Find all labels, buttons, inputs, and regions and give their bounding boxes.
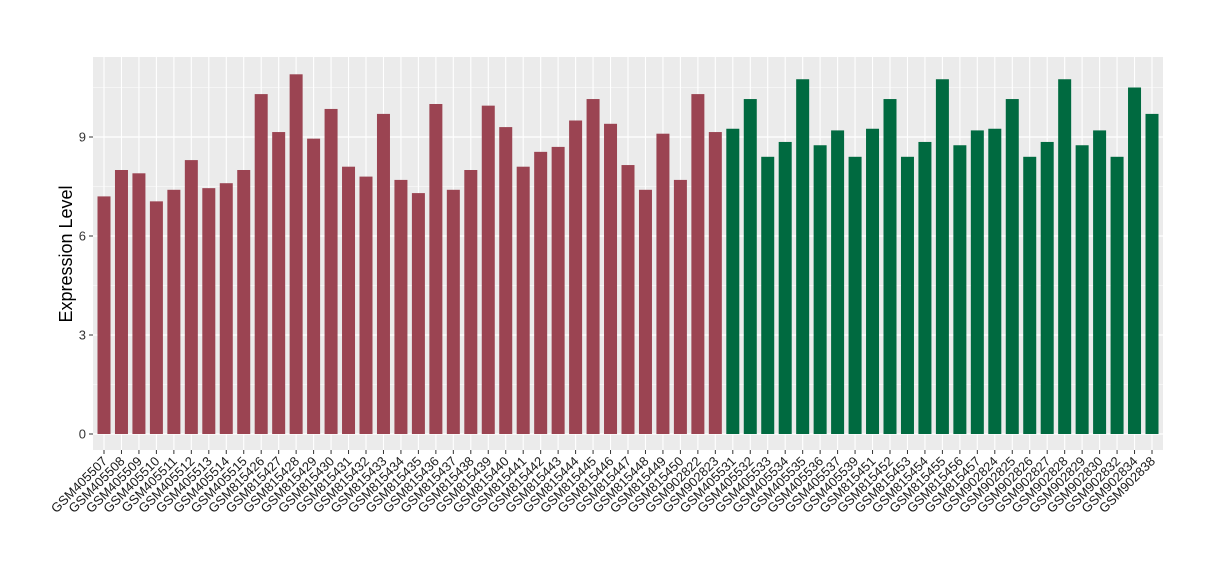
x-axis: GSM405507GSM405508GSM405509GSM405510GSM4… <box>48 450 1158 516</box>
bar-GSM815434 <box>394 179 408 434</box>
bar-GSM902825 <box>1005 99 1019 435</box>
bar-GSM815426 <box>254 94 268 434</box>
bar-GSM902828 <box>1058 79 1072 434</box>
bar-GSM405514 <box>219 183 233 434</box>
bar-GSM815436 <box>429 104 443 434</box>
bar-GSM815452 <box>883 99 897 435</box>
bar-GSM815432 <box>359 176 373 434</box>
bar-GSM815438 <box>464 170 478 434</box>
bar-GSM902830 <box>1093 130 1107 434</box>
y-tick-label: 3 <box>79 328 86 343</box>
bar-GSM815440 <box>499 127 513 434</box>
bar-GSM405515 <box>237 170 251 434</box>
bar-GSM815450 <box>673 179 687 434</box>
bar-GSM815439 <box>481 105 495 435</box>
bar-GSM405508 <box>114 170 128 434</box>
bar-GSM815435 <box>411 193 425 434</box>
bar-GSM405513 <box>202 188 216 434</box>
bar-GSM815442 <box>534 151 548 434</box>
bar-GSM405539 <box>848 156 862 435</box>
bar-GSM405512 <box>184 160 198 434</box>
bar-GSM815433 <box>376 113 390 435</box>
bar-GSM815429 <box>307 138 321 434</box>
bar-GSM815430 <box>324 108 338 434</box>
bar-GSM902822 <box>691 94 705 434</box>
bar-GSM815443 <box>551 146 565 434</box>
bar-GSM815451 <box>866 128 880 434</box>
bar-GSM815454 <box>918 141 932 434</box>
bar-GSM815428 <box>289 74 303 435</box>
bar-GSM815444 <box>569 120 583 434</box>
bar-GSM815448 <box>638 189 652 434</box>
bar-GSM902834 <box>1128 87 1142 434</box>
bar-GSM815449 <box>656 133 670 434</box>
y-axis-title: Expression Level <box>56 185 76 322</box>
bar-GSM902829 <box>1075 145 1089 434</box>
bar-GSM815457 <box>970 130 984 434</box>
bar-GSM815445 <box>586 99 600 435</box>
bar-GSM902838 <box>1145 113 1159 435</box>
bar-GSM902826 <box>1023 156 1037 435</box>
bar-GSM405534 <box>778 141 792 434</box>
bar-GSM815446 <box>604 123 618 435</box>
bar-GSM815431 <box>342 166 356 434</box>
y-tick-label: 9 <box>79 130 86 145</box>
bar-GSM902827 <box>1040 141 1054 434</box>
bar-GSM815455 <box>935 79 949 434</box>
bar-GSM815456 <box>953 145 967 434</box>
bar-GSM405532 <box>743 99 757 435</box>
bar-GSM405531 <box>726 128 740 434</box>
y-axis: 0 3 6 9 <box>79 130 93 442</box>
bar-GSM815447 <box>621 165 635 435</box>
bar-GSM815453 <box>900 156 914 435</box>
bar-GSM405533 <box>761 156 775 435</box>
bar-GSM815437 <box>446 189 460 434</box>
bar-GSM405536 <box>813 145 827 434</box>
y-tick-label: 0 <box>79 427 86 442</box>
bar-GSM405535 <box>796 79 810 434</box>
bar-GSM405537 <box>831 130 845 434</box>
bar-GSM815441 <box>516 166 530 434</box>
bar-GSM405510 <box>149 201 163 434</box>
bar-GSM902824 <box>988 128 1002 434</box>
bar-GSM815427 <box>272 132 286 435</box>
bar-GSM405511 <box>167 189 181 434</box>
bar-GSM405509 <box>132 173 146 435</box>
bars <box>97 74 1159 435</box>
y-tick-label: 6 <box>79 229 86 244</box>
bar-GSM902823 <box>708 132 722 435</box>
bar-GSM902832 <box>1110 156 1124 435</box>
bar-GSM405507 <box>97 196 111 434</box>
